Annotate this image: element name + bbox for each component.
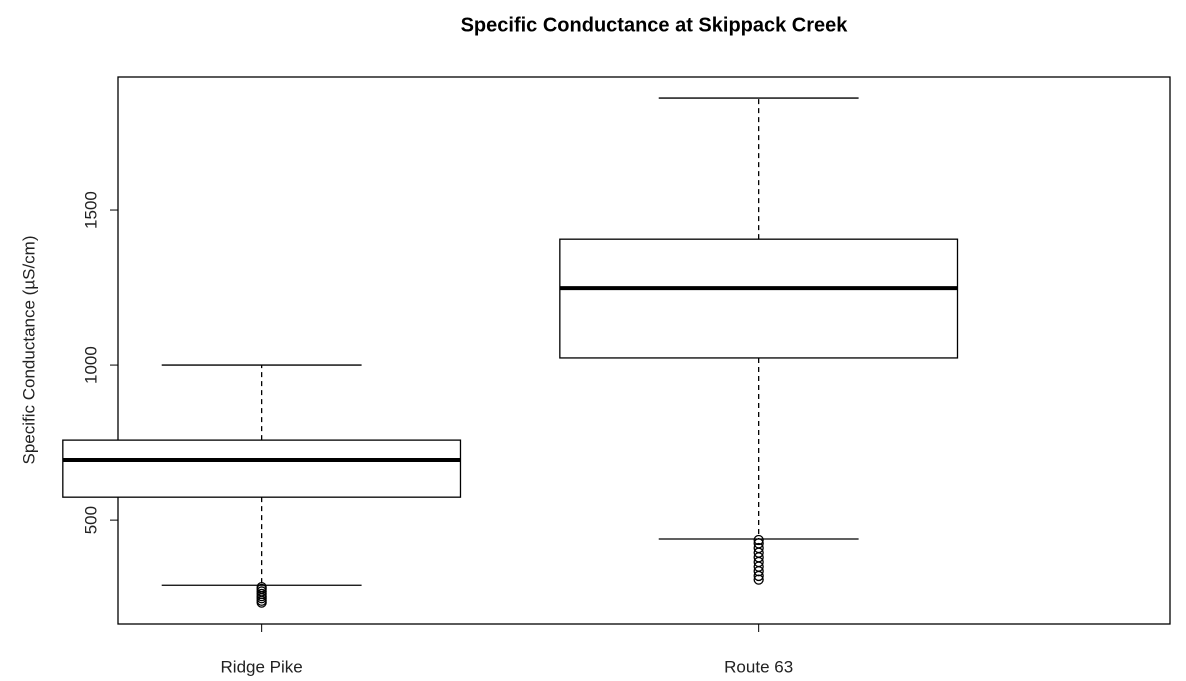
x-tick-label: Route 63 — [724, 657, 793, 676]
y-tick-label: 500 — [81, 506, 100, 534]
y-axis-label: Specific Conductance (µS/cm) — [19, 236, 38, 465]
outlier — [753, 574, 764, 585]
outlier — [753, 570, 764, 582]
chart-title: Specific Conductance at Skippack Creek — [461, 14, 849, 36]
box — [559, 238, 959, 359]
box — [62, 439, 462, 498]
y-tick-label: 1500 — [81, 191, 100, 229]
y-tick-label: 1000 — [81, 346, 100, 384]
outlier — [753, 534, 764, 546]
plot-frame — [117, 76, 1171, 625]
x-tick-label: Ridge Pike — [221, 657, 303, 676]
outlier — [256, 597, 267, 608]
